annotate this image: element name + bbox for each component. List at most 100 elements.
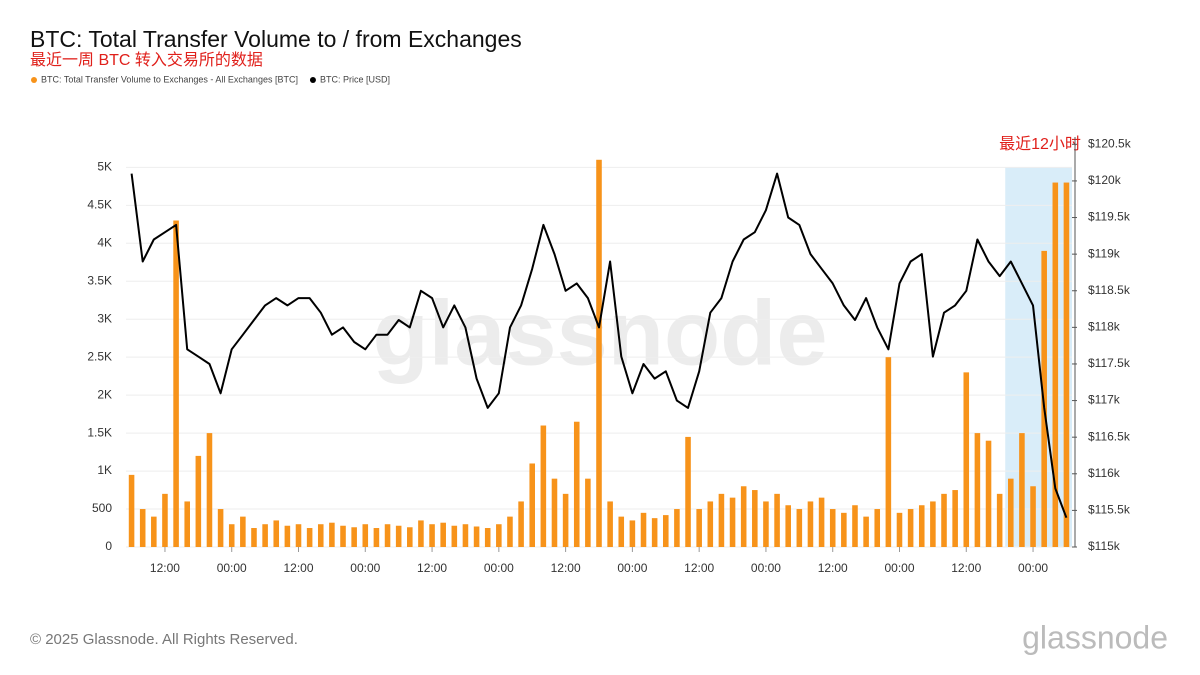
x-tick-label: 12:00 [951,561,981,575]
volume-bar [518,501,524,547]
y-tick-label: 1K [97,463,112,477]
legend-marker [309,77,316,83]
volume-bar [774,493,780,547]
y2-tick-label: $118.5k [1088,283,1131,297]
volume-bar [195,455,202,547]
volume-bar [151,516,157,547]
volume-bar [128,474,135,547]
y-tick-label: 2.5K [87,349,112,363]
y-tick-label: 1.5K [87,425,112,439]
y-tick-label: 4.5K [87,198,112,212]
volume-bar [373,528,380,547]
y2-tick-label: $115k [1088,539,1121,553]
volume-bar [752,490,758,547]
y-tick-label: 2K [97,387,112,401]
volume-bar [718,493,725,547]
annotation: 最近12小时 [999,135,1081,153]
volume-bar [618,516,625,547]
volume-bar [985,440,992,547]
volume-bar [941,493,947,547]
y2-tick-label: $119k [1088,246,1121,260]
y2-tick-label: $117.5k [1088,356,1131,370]
volume-bar [240,516,246,547]
chart-subtitle: 最近一周 BTC 转入交易所的数据 [30,51,263,69]
volume-bar [640,512,647,547]
y-tick-label: 3K [97,311,112,325]
legend: BTC: Total Transfer Volume to Exchanges … [31,74,390,84]
x-tick-label: 12:00 [684,561,714,575]
volume-bar [284,525,291,547]
y2-tick-label: $115.5k [1088,503,1131,517]
volume-bar [228,524,235,547]
y2-tick-label: $117k [1088,393,1121,407]
volume-bar [963,372,970,547]
volume-bar [852,505,858,547]
y2-tick-label: $118k [1088,320,1121,334]
volume-bar [451,525,458,547]
y2-tick-label: $116.5k [1088,429,1131,443]
volume-bar [206,433,213,547]
volume-bar [796,509,803,547]
volume-bar [1019,433,1025,547]
volume-bar [629,520,636,547]
volume-bar [484,528,491,547]
x-tick-label: 12:00 [150,561,180,575]
volume-bar [395,525,402,547]
y-tick-label: 3.5K [87,273,112,287]
volume-bar [317,524,324,547]
volume-bar [407,527,413,547]
volume-bar [306,528,313,547]
volume-bar [529,463,536,547]
volume-bar [807,501,814,547]
x-tick-label: 12:00 [551,561,581,575]
legend-label: BTC: Price [USD] [320,74,390,84]
x-tick-label: 00:00 [217,561,247,575]
volume-bar [930,501,936,547]
y2-tick-label: $120.5k [1088,136,1132,150]
volume-bar [540,425,547,547]
volume-bar [763,501,769,547]
volume-bar [685,436,691,547]
volume-bar [918,505,925,547]
y-tick-label: 0 [105,539,112,553]
volume-bar [1063,182,1070,548]
volume-bar [362,524,369,547]
volume-bar [462,524,469,547]
volume-bar [952,490,958,547]
logo: glassnode [1022,619,1168,655]
volume-bar [273,520,280,547]
legend-label: BTC: Total Transfer Volume to Exchanges … [41,74,298,84]
y2-tick-label: $119.5k [1088,210,1131,224]
volume-bar [551,478,558,547]
volume-bar [473,526,480,547]
volume-bar [785,505,791,547]
volume-bar [573,421,580,547]
volume-bar [418,520,424,547]
volume-bar [607,501,613,547]
volume-bar [562,493,569,547]
volume-bar [907,509,914,547]
y2-tick-label: $116k [1088,466,1121,480]
volume-bar [295,524,302,547]
volume-bar [829,509,836,547]
volume-bar [1052,182,1059,548]
volume-bar [429,524,435,547]
volume-bar [440,522,446,547]
y2-tick-label: $120k [1088,173,1122,187]
volume-bar [707,501,714,547]
volume-bar [696,509,702,547]
x-tick-label: 00:00 [1018,561,1048,575]
volume-bar [874,509,881,547]
y-tick-label: 5K [97,160,112,174]
volume-bar [996,493,1003,547]
volume-bar [896,512,903,547]
x-tick-label: 00:00 [884,561,914,575]
legend-marker [31,77,37,83]
volume-bar [863,516,869,547]
volume-bar [217,509,224,547]
volume-bar [596,159,602,547]
volume-bar [251,528,257,547]
volume-bar [262,524,268,547]
volume-bar [818,497,825,547]
